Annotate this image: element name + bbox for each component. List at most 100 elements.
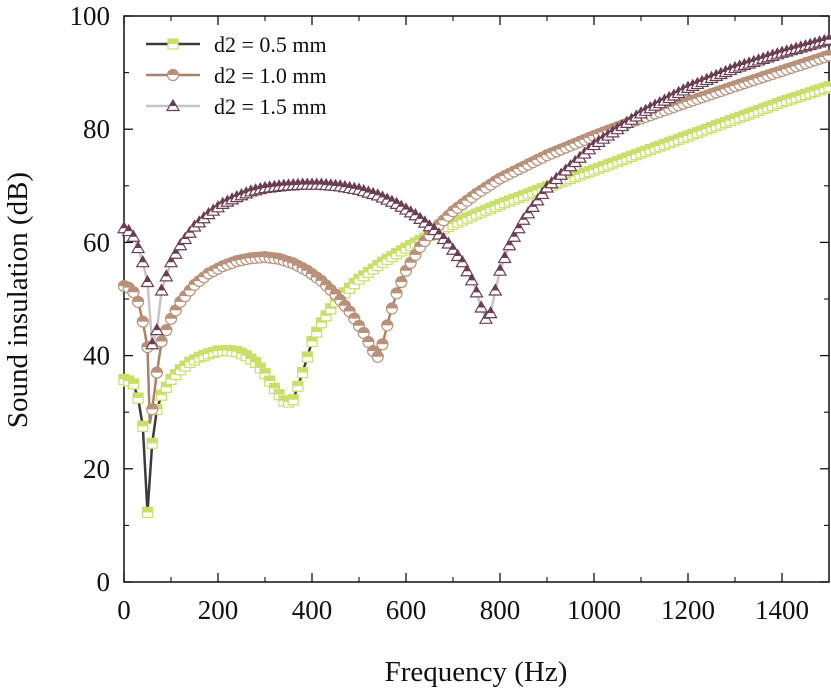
data-point-fill — [367, 345, 379, 352]
data-point-fill — [146, 403, 158, 410]
x-tick-label: 400 — [292, 595, 333, 625]
data-point-fill — [388, 195, 396, 202]
data-point-fill — [381, 319, 393, 326]
data-point-fill — [426, 220, 433, 227]
data-point-fill — [825, 33, 831, 40]
data-point-fill — [325, 284, 337, 290]
data-point-fill — [264, 376, 275, 382]
data-point-fill — [379, 191, 386, 198]
x-axis-title: Frequency (Hz) — [385, 656, 568, 688]
data-point-fill — [134, 242, 142, 249]
data-point-fill — [454, 249, 462, 256]
data-point-fill — [315, 275, 327, 281]
data-point-fill — [473, 286, 480, 293]
data-point-fill — [260, 368, 270, 374]
data-point-fill — [372, 351, 384, 357]
data-point-fill — [397, 200, 405, 207]
data-point-fill — [250, 357, 261, 363]
data-point-fill — [435, 228, 443, 235]
data-point-fill — [151, 367, 163, 373]
data-point-fill — [501, 251, 509, 258]
data-point-fill — [156, 335, 168, 342]
data-point-fill — [153, 324, 161, 331]
data-point-fill — [128, 378, 139, 384]
data-point-fill — [477, 301, 485, 308]
data-point-fill — [139, 256, 147, 263]
legend-label: d2 = 1.5 mm — [214, 94, 327, 119]
data-point-fill — [411, 209, 419, 216]
data-point-fill — [297, 367, 308, 373]
x-tick-label: 800 — [480, 595, 521, 625]
data-point-fill — [346, 182, 354, 189]
data-point-fill — [416, 212, 424, 219]
data-point-fill — [129, 230, 137, 237]
data-point-fill — [393, 197, 401, 204]
data-point-fill — [364, 186, 372, 193]
data-point-fill — [823, 50, 831, 56]
data-point-fill — [311, 327, 322, 333]
data-point-fill — [348, 313, 360, 319]
data-point-fill — [515, 222, 523, 229]
data-point-fill — [127, 286, 139, 293]
data-point-fill — [320, 279, 332, 286]
legend: d2 = 0.5 mm d2 = 1.0 mm d2 = 1.5 mm — [146, 32, 327, 119]
data-point-fill — [148, 338, 156, 345]
y-tick-label: 20 — [83, 454, 110, 484]
data-point-fill — [269, 383, 280, 389]
legend-marker-fill — [168, 39, 178, 44]
data-point-fill — [468, 274, 476, 281]
data-point-fill — [350, 182, 358, 189]
data-point-fill — [391, 287, 403, 294]
y-axis-title: Sound insulation (dB) — [2, 172, 34, 428]
data-point-fill — [449, 243, 457, 250]
data-point-fill — [824, 81, 831, 87]
data-point-fill — [162, 270, 170, 277]
data-point-fill — [444, 237, 452, 244]
data-point-fill — [142, 507, 153, 513]
data-point-fill — [353, 320, 365, 326]
data-point-fill — [160, 324, 172, 331]
legend-label: d2 = 1.0 mm — [214, 63, 327, 88]
data-point-fill — [147, 438, 158, 444]
series-1 — [118, 81, 831, 518]
data-point-fill — [360, 185, 368, 192]
legend-item: d2 = 1.0 mm — [146, 63, 327, 88]
data-point-fill — [274, 389, 285, 395]
data-point-fill — [307, 336, 317, 342]
x-tick-label: 1400 — [755, 595, 809, 625]
data-point-fill — [510, 230, 518, 237]
data-point-fill — [386, 302, 398, 309]
x-tick-label: 1000 — [567, 595, 621, 625]
data-point-fill — [383, 193, 391, 200]
data-point-fill — [374, 189, 382, 196]
series-markers — [118, 81, 831, 518]
data-point-fill — [172, 247, 180, 254]
y-tick-label: 0 — [97, 567, 111, 597]
legend-item: d2 = 0.5 mm — [146, 32, 327, 57]
legend-item: d2 = 1.5 mm — [146, 94, 327, 119]
data-point-fill — [167, 256, 175, 263]
data-point-fill — [463, 265, 471, 272]
data-point-fill — [125, 225, 133, 232]
y-tick-label: 100 — [70, 1, 111, 31]
x-tick-label: 0 — [117, 595, 131, 625]
data-point-fill — [344, 305, 356, 312]
data-point-fill — [430, 223, 438, 230]
data-point-fill — [144, 276, 151, 283]
data-point-fill — [330, 288, 341, 295]
y-tick-label: 60 — [83, 227, 110, 257]
data-point-fill — [336, 180, 344, 187]
data-point-fill — [362, 336, 374, 343]
series-markers — [116, 32, 831, 350]
data-point-fill — [137, 421, 148, 427]
data-point-fill — [302, 352, 313, 358]
data-point-fill — [334, 294, 346, 301]
data-point-fill — [245, 353, 256, 359]
series-line — [123, 85, 830, 513]
series-layer — [116, 32, 831, 518]
x-tick-label: 600 — [386, 595, 427, 625]
data-point-fill — [292, 381, 303, 387]
data-point-fill — [496, 264, 504, 271]
data-point-fill — [132, 296, 144, 302]
